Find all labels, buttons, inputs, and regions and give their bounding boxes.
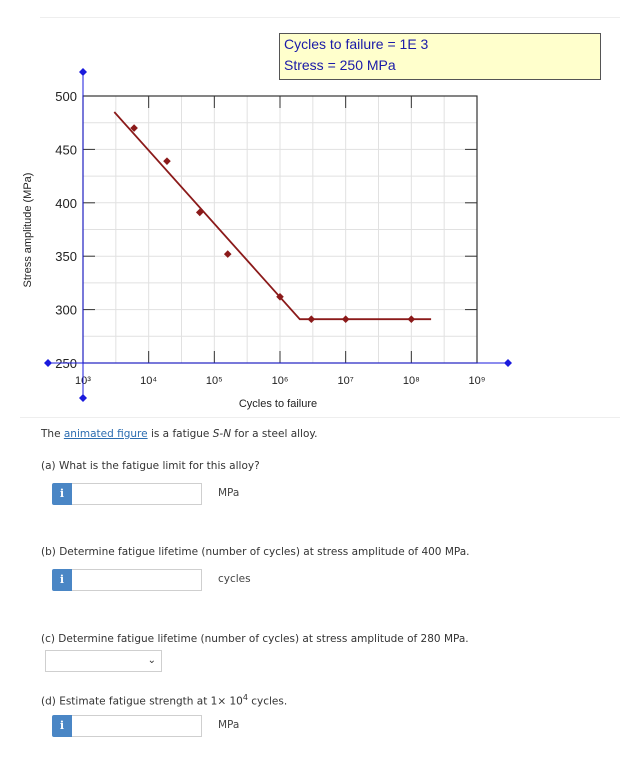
info-icon[interactable]: i [52,483,72,505]
intro-after: for a steel alloy. [231,428,318,440]
data-point [276,292,284,301]
sn-chart[interactable]: 10³ 10⁴ 10⁵ 10⁶ 10⁷ 10⁸ 10⁹250300350400450500C… [0,0,641,420]
answer-b-input[interactable] [72,569,202,591]
cursor-handle [79,68,87,76]
data-point [307,315,316,324]
x-tick-label: 10⁶ [272,375,289,387]
question-d-before: (d) Estimate fatigue strength at 1× 10 [41,695,243,708]
readout-stress: Stress = 250 MPa [284,57,396,73]
cursor-handle [504,359,512,367]
x-tick-label: 10⁸ [403,375,420,387]
y-tick-label: 400 [55,196,77,211]
question-c: (c) Determine fatigue lifetime (number o… [41,633,469,645]
intro-text: The animated figure is a fatigue S-N for… [41,428,317,440]
question-d: (d) Estimate fatigue strength at 1× 104 … [41,693,287,708]
section-divider [20,417,620,418]
cursor-handle [44,359,52,367]
y-tick-label: 300 [55,303,77,318]
sn-curve-line [113,111,432,321]
info-icon[interactable]: i [52,569,72,591]
x-tick-label: 10⁴ [140,375,157,387]
readout-box: Cycles to failure = 1E 3 Stress = 250 MP… [279,33,601,80]
top-divider [40,17,620,18]
answer-d-unit: MPa [218,719,240,731]
y-axis-title: Stress amplitude (MPa) [22,173,34,288]
question-d-after: cycles. [247,695,288,708]
intro-mid: is a fatigue [147,428,213,440]
intro-before: The [41,428,64,440]
chevron-down-icon: ⌄ [147,655,156,666]
x-axis-title: Cycles to failure [239,398,317,410]
readout-cycles: Cycles to failure = 1E 3 [284,36,429,52]
answer-a-unit: MPa [218,487,240,499]
data-point [223,250,232,258]
data-point [195,208,204,217]
answer-c-select[interactable]: ⌄ [45,650,162,672]
answer-a-input[interactable] [72,483,202,505]
question-d-exponent: 4 [242,693,248,702]
question-a: (a) What is the fatigue limit for this a… [41,460,260,472]
data-point [341,315,350,324]
y-tick-label: 500 [55,89,77,104]
question-b: (b) Determine fatigue lifetime (number o… [41,546,470,558]
data-point [407,315,416,324]
intro-sn: S-N [212,428,232,440]
answer-d-input[interactable] [72,715,202,737]
animated-figure-link[interactable]: animated figure [63,428,148,440]
cursor-handle [79,394,87,402]
answer-b-unit: cycles [218,573,251,585]
y-tick-label: 450 [55,142,77,157]
data-point [130,124,138,132]
y-tick-label: 350 [55,249,77,264]
info-icon[interactable]: i [52,715,72,737]
x-tick-label: 10⁹ [469,375,486,387]
x-tick-label: 10⁷ [338,375,354,387]
x-tick-label: 10⁵ [206,375,223,387]
data-point [163,157,171,165]
